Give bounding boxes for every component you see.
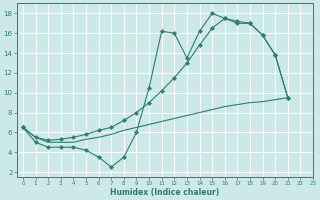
X-axis label: Humidex (Indice chaleur): Humidex (Indice chaleur) [110,188,220,197]
